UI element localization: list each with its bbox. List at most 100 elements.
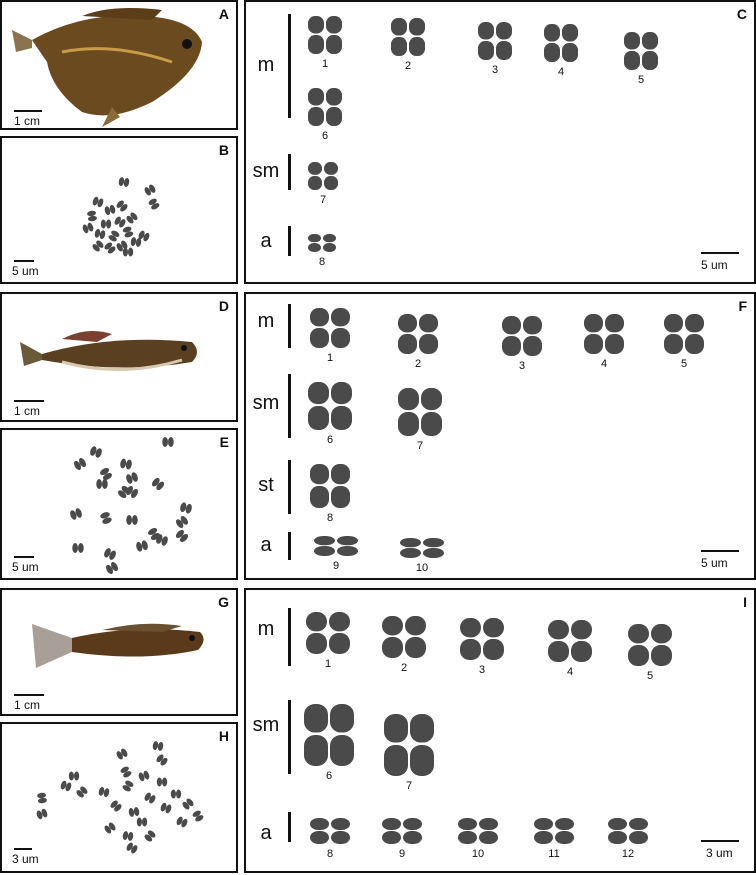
metaphase-chromosome bbox=[94, 228, 106, 240]
chromosome-number: 6 bbox=[321, 130, 329, 142]
metaphase-chromosome bbox=[122, 831, 134, 841]
metaphase-chromosome bbox=[148, 198, 160, 210]
chromosome-number: 12 bbox=[621, 848, 635, 860]
chromosome-number: 5 bbox=[637, 74, 645, 86]
metaphase-chromosome bbox=[128, 807, 140, 817]
scale-label-e: 5 um bbox=[12, 560, 39, 574]
scale-bar-h bbox=[14, 848, 32, 850]
chromosome-pair-3 bbox=[502, 316, 542, 356]
metaphase-chromosome bbox=[136, 540, 148, 552]
metaphase-chromosome bbox=[100, 468, 112, 480]
metaphase-chromosome bbox=[37, 792, 47, 804]
metaphase-chromosome bbox=[126, 842, 138, 854]
chromosome-pair-shape bbox=[308, 382, 352, 430]
chromosome-number: 1 bbox=[326, 352, 334, 364]
scale-bar-a bbox=[14, 110, 42, 112]
metaphase-chromosome bbox=[122, 780, 134, 792]
panel-label-b: B bbox=[218, 142, 229, 158]
metaphase-chromosome bbox=[76, 786, 88, 798]
metaphase-chromosome bbox=[144, 184, 156, 196]
group-bracket-m bbox=[288, 608, 291, 666]
chromosome-pair-shape bbox=[544, 24, 578, 62]
panel-i: I 3 um m 1 2 3 4 5 sm 6 7 a 8 9 10 11 12 bbox=[244, 588, 756, 873]
metaphase-chromosome bbox=[60, 780, 72, 792]
chromosome-pair-10 bbox=[400, 538, 444, 558]
chromosome-pair-shape bbox=[304, 704, 354, 766]
metaphase-chromosome bbox=[87, 210, 97, 222]
chromosome-number: 4 bbox=[557, 66, 565, 78]
group-label-st: st bbox=[258, 474, 274, 496]
scale-label-d: 1 cm bbox=[14, 404, 41, 418]
chromosome-number: 1 bbox=[324, 658, 332, 670]
chromosome-pair-shape bbox=[384, 714, 434, 776]
chromosome-pair-2 bbox=[398, 314, 438, 354]
chromosome-number: 9 bbox=[398, 848, 406, 860]
metaphase-chromosome bbox=[120, 458, 132, 470]
metaphase-chromosome bbox=[176, 816, 188, 828]
metaphase-chromosome bbox=[98, 786, 110, 798]
chromosome-pair-shape bbox=[382, 616, 426, 658]
scale-label-c: 5 um bbox=[701, 258, 728, 272]
metaphase-chromosome bbox=[100, 512, 112, 524]
metaphase-chromosome bbox=[104, 204, 116, 216]
metaphase-chromosome bbox=[170, 789, 182, 799]
panel-f: F 5 um m 1 2 3 4 5 sm 6 7 st 8 a 9 10 bbox=[244, 292, 756, 580]
chromosome-pair-shape bbox=[624, 32, 658, 70]
scale-label-h: 3 um bbox=[12, 852, 39, 866]
chromosome-pair-shape bbox=[608, 818, 648, 844]
chromosome-pair-shape bbox=[460, 618, 504, 660]
group-bracket-sm bbox=[288, 154, 291, 190]
group-label-m: m bbox=[257, 54, 275, 76]
panel-label-f: F bbox=[738, 298, 747, 314]
panel-a: A 1 cm bbox=[0, 0, 238, 130]
group-label-m: m bbox=[257, 618, 275, 640]
metaphase-chromosome bbox=[126, 515, 138, 525]
metaphase-chromosome bbox=[74, 458, 86, 470]
scale-label-g: 1 cm bbox=[14, 698, 41, 712]
chromosome-pair-shape bbox=[310, 308, 350, 348]
chromosome-pair-shape bbox=[310, 818, 350, 844]
metaphase-chromosome bbox=[68, 771, 80, 781]
group-bracket-m bbox=[288, 304, 291, 348]
scale-bar-c bbox=[701, 252, 739, 254]
chromosome-pair-6 bbox=[304, 704, 354, 766]
chromosome-pair-5 bbox=[628, 624, 672, 666]
metaphase-chromosome bbox=[126, 486, 138, 498]
gourami-fish-image-g bbox=[32, 623, 204, 668]
metaphase-chromosome bbox=[106, 562, 118, 574]
chromosome-pair-9 bbox=[314, 536, 358, 556]
metaphase-chromosome bbox=[116, 240, 128, 252]
group-bracket-a bbox=[288, 812, 291, 842]
group-bracket-sm bbox=[288, 374, 291, 438]
chromosome-number: 4 bbox=[600, 358, 608, 370]
chromosome-pair-shape bbox=[391, 18, 425, 56]
metaphase-chromosome bbox=[162, 437, 174, 447]
metaphase-chromosome bbox=[192, 810, 204, 822]
metaphase-chromosome bbox=[116, 748, 128, 760]
chromosome-pair-shape bbox=[398, 314, 438, 354]
metaphase-chromosome bbox=[126, 212, 138, 224]
metaphase-chromosome bbox=[180, 502, 192, 514]
metaphase-chromosome bbox=[130, 237, 142, 247]
metaphase-chromosome bbox=[156, 777, 168, 787]
chromosome-pair-1 bbox=[306, 612, 350, 654]
metaphase-chromosome bbox=[138, 230, 150, 242]
panel-label-a: A bbox=[218, 6, 229, 22]
scale-bar-d bbox=[14, 400, 44, 402]
chromosome-number: 8 bbox=[326, 848, 334, 860]
panel-label-c: C bbox=[736, 6, 747, 22]
metaphase-chromosome bbox=[144, 830, 156, 842]
chromosome-pair-shape bbox=[584, 314, 624, 354]
metaphase-chromosome bbox=[122, 247, 134, 257]
chromosome-pair-1 bbox=[308, 16, 342, 54]
panel-d: D 1 cm bbox=[0, 292, 238, 422]
chromosome-pair-9 bbox=[382, 818, 422, 844]
chromosome-pair-shape bbox=[308, 88, 342, 126]
chromosome-pair-7 bbox=[384, 714, 434, 776]
metaphase-chromosome bbox=[92, 240, 104, 252]
scale-label-f: 5 um bbox=[701, 556, 728, 570]
panel-e: E 5 um bbox=[0, 428, 238, 580]
chromosome-number: 5 bbox=[646, 670, 654, 682]
chromosome-number: 8 bbox=[326, 512, 334, 524]
chromosome-number: 10 bbox=[471, 848, 485, 860]
